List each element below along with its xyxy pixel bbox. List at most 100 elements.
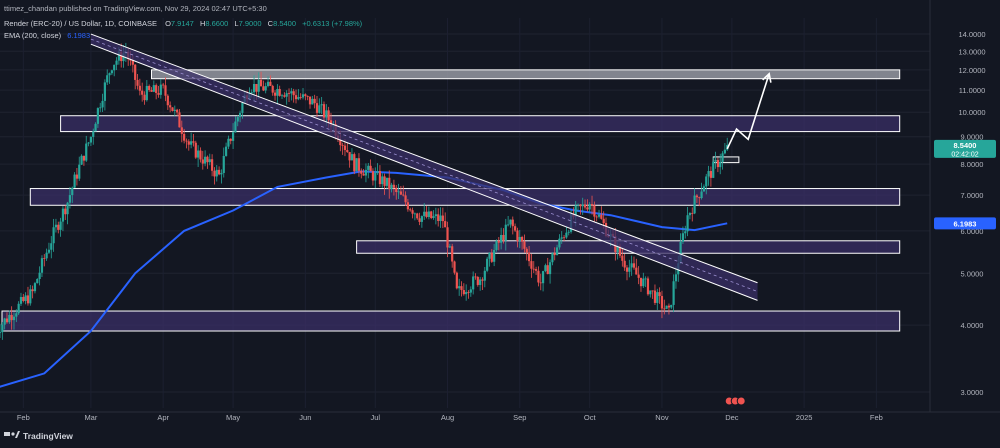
candle-body[interactable] (190, 141, 193, 145)
candle-body[interactable] (544, 265, 547, 272)
candle-body[interactable] (185, 140, 188, 142)
candle-body[interactable] (653, 290, 657, 303)
candle-body[interactable] (357, 158, 361, 171)
candle-body[interactable] (565, 232, 568, 238)
candle-body[interactable] (434, 214, 437, 217)
candle-body[interactable] (1, 324, 4, 333)
candle-body[interactable] (26, 295, 30, 304)
candle-body[interactable] (420, 216, 423, 222)
candle-body[interactable] (250, 92, 253, 94)
candle-body[interactable] (313, 98, 316, 104)
candle-body[interactable] (413, 213, 416, 215)
candle-body[interactable] (231, 132, 235, 141)
candle-body[interactable] (31, 289, 34, 292)
candle-body[interactable] (141, 90, 144, 95)
candle-body[interactable] (691, 212, 694, 214)
candle-body[interactable] (54, 224, 58, 228)
candle-body[interactable] (73, 174, 76, 188)
candle-body[interactable] (385, 177, 389, 186)
candle-body[interactable] (85, 143, 88, 161)
candle-body[interactable] (707, 171, 710, 177)
candle-body[interactable] (108, 73, 111, 76)
candle-body[interactable] (269, 81, 272, 86)
tradingview-logo[interactable]: TradingView (4, 431, 73, 441)
candle-body[interactable] (392, 184, 396, 188)
candle-body[interactable] (423, 211, 426, 217)
candle-body[interactable] (714, 160, 717, 162)
candle-body[interactable] (684, 231, 687, 234)
candle-body[interactable] (397, 191, 400, 193)
candle-body[interactable] (234, 121, 237, 133)
candle-body[interactable] (469, 289, 472, 293)
candle-body[interactable] (623, 260, 626, 268)
candle-body[interactable] (159, 84, 162, 95)
candle-body[interactable] (504, 224, 507, 241)
candle-body[interactable] (635, 267, 638, 275)
candle-body[interactable] (418, 218, 421, 222)
candle-body[interactable] (166, 95, 169, 106)
candle-body[interactable] (50, 243, 53, 250)
candle-body[interactable] (276, 88, 279, 96)
candle-body[interactable] (115, 60, 118, 65)
candle-body[interactable] (551, 253, 554, 263)
candle-body[interactable] (432, 216, 435, 218)
candle-body[interactable] (22, 296, 25, 301)
candle-body[interactable] (71, 187, 74, 196)
candle-body[interactable] (178, 112, 181, 128)
candle-body[interactable] (427, 211, 430, 217)
candle-body[interactable] (273, 92, 277, 96)
candle-body[interactable] (644, 278, 647, 280)
x-axis[interactable]: Feb Mar Apr May Jun Jul Aug Sep Oct Nov Dec 2025 Feb (0, 411, 1000, 422)
candle-body[interactable] (558, 238, 561, 248)
candle-body[interactable] (180, 127, 183, 134)
candle-body[interactable] (441, 215, 444, 222)
candle-body[interactable] (658, 292, 661, 297)
candle-body[interactable] (716, 160, 719, 168)
candle-body[interactable] (425, 211, 428, 217)
candle-body[interactable] (632, 263, 636, 268)
candle-body[interactable] (217, 169, 221, 175)
candle-body[interactable] (264, 86, 267, 91)
candle-body[interactable] (390, 184, 393, 190)
candle-body[interactable] (628, 267, 631, 272)
candle-body[interactable] (259, 79, 263, 87)
candle-body[interactable] (327, 110, 330, 121)
candle-body[interactable] (411, 210, 414, 214)
ema-line[interactable] (0, 170, 728, 388)
candle-body[interactable] (465, 292, 468, 295)
candle-body[interactable] (362, 173, 365, 176)
candle-body[interactable] (101, 100, 104, 108)
candle-body[interactable] (667, 305, 671, 308)
candle-body[interactable] (458, 286, 461, 289)
candle-body[interactable] (38, 272, 41, 280)
candle-body[interactable] (497, 240, 500, 243)
candle-body[interactable] (120, 51, 123, 62)
candle-body[interactable] (89, 136, 93, 143)
candle-body[interactable] (381, 176, 384, 185)
candle-body[interactable] (278, 88, 281, 96)
candle-body[interactable] (665, 305, 668, 309)
candle-body[interactable] (488, 252, 491, 259)
candle-body[interactable] (297, 97, 300, 100)
candle-body[interactable] (537, 270, 540, 283)
candle-body[interactable] (103, 82, 106, 101)
candle-body[interactable] (670, 304, 673, 308)
ema-label[interactable]: EMA (200, close) (4, 31, 62, 40)
candle-body[interactable] (96, 108, 99, 124)
candle-body[interactable] (227, 138, 230, 147)
candle-body[interactable] (348, 152, 351, 161)
candle-body[interactable] (33, 283, 37, 292)
candle-body[interactable] (208, 159, 211, 163)
candle-body[interactable] (530, 261, 533, 269)
candle-body[interactable] (439, 215, 442, 221)
candle-body[interactable] (162, 84, 165, 86)
candle-body[interactable] (548, 262, 552, 275)
candle-body[interactable] (583, 204, 587, 208)
candle-body[interactable] (290, 91, 293, 94)
candle-body[interactable] (61, 208, 65, 222)
candle-body[interactable] (688, 212, 692, 216)
candle-body[interactable] (320, 104, 323, 106)
candle-body[interactable] (99, 107, 102, 109)
zone-rect[interactable] (1, 310, 901, 332)
